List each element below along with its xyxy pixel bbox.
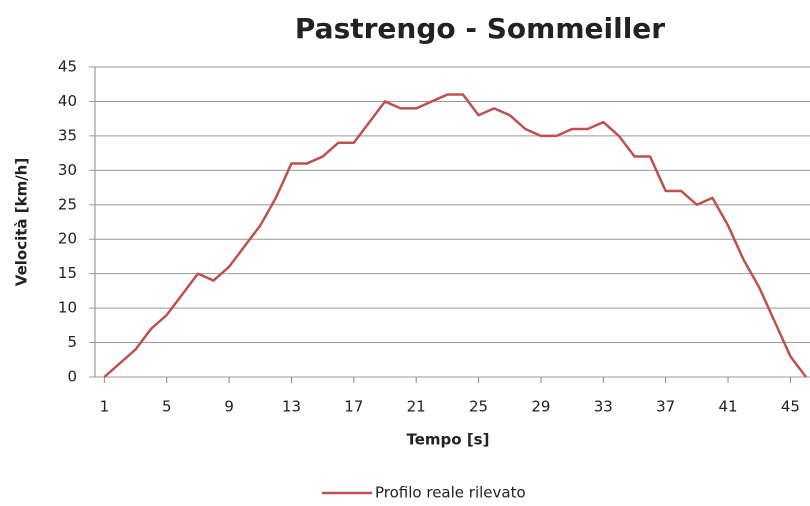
y-tick-label: 25 xyxy=(58,195,77,213)
y-tick-label: 5 xyxy=(67,333,77,351)
x-tick-label: 37 xyxy=(656,398,675,416)
y-tick-label: 35 xyxy=(58,126,77,144)
x-tick-label: 17 xyxy=(344,398,363,416)
x-tick-label: 13 xyxy=(282,398,301,416)
x-tick-label: 25 xyxy=(469,398,488,416)
y-tick-label: 45 xyxy=(58,58,77,76)
series-line xyxy=(103,93,807,378)
x-tick-label: 9 xyxy=(224,398,234,416)
x-tick-label: 45 xyxy=(781,398,800,416)
y-axis-title: Velocità [km/h] xyxy=(13,158,31,286)
x-tick-label: 29 xyxy=(531,398,550,416)
x-tick-label: 1 xyxy=(100,398,110,416)
legend-label: Profilo reale rilevato xyxy=(375,484,526,502)
x-tick-label: 33 xyxy=(594,398,613,416)
x-tick-label: 5 xyxy=(162,398,172,416)
y-tick-label: 0 xyxy=(67,368,77,386)
chart-title: Pastrengo - Sommeiller xyxy=(295,12,665,45)
x-axis-title: Tempo [s] xyxy=(407,431,490,449)
x-tick-label: 41 xyxy=(718,398,737,416)
y-tick-label: 20 xyxy=(58,230,77,248)
y-tick-label: 40 xyxy=(58,92,77,110)
y-tick-label: 30 xyxy=(58,161,77,179)
y-tick-label: 10 xyxy=(58,299,77,317)
y-tick-label: 15 xyxy=(58,264,77,282)
x-tick-label: 21 xyxy=(407,398,426,416)
